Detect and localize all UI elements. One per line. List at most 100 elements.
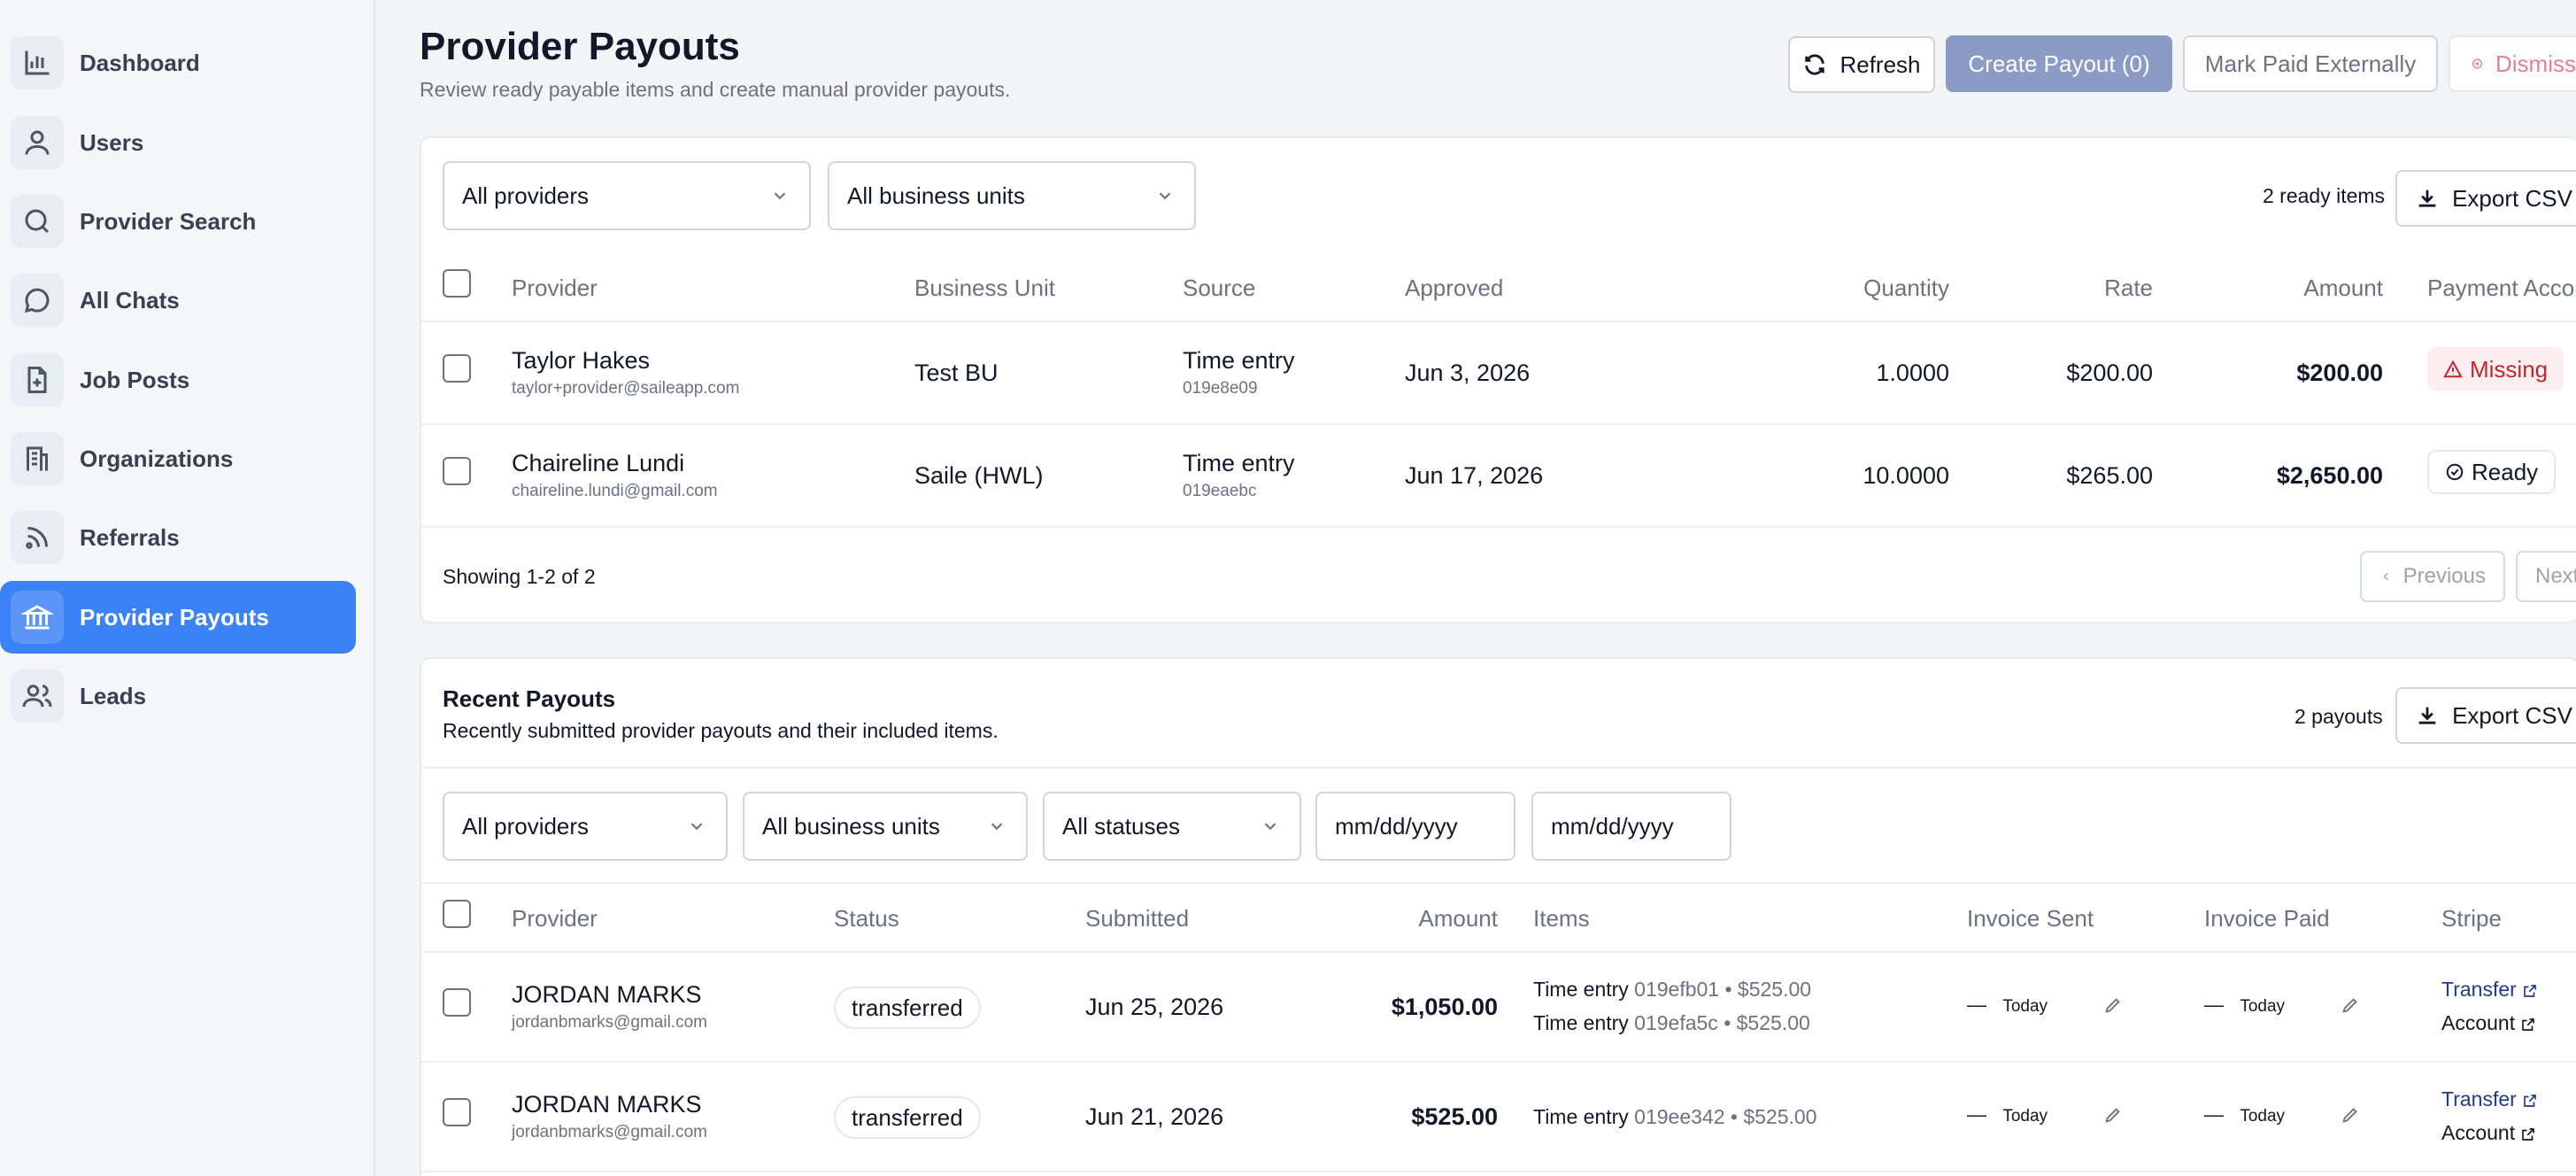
sidebar-item-label: Referrals — [80, 523, 180, 551]
create-payout-label: Create Payout (0) — [1968, 50, 2150, 77]
dismiss-button[interactable]: Dismiss — [2449, 35, 2576, 92]
ready-count: 2 ready items — [2263, 184, 2386, 207]
col-invoice-sent[interactable]: Invoice Sent — [1967, 905, 2094, 932]
chevron-down-icon — [690, 823, 703, 831]
sidebar-item-provider-payouts[interactable]: Provider Payouts — [0, 581, 356, 654]
provider-name: Taylor Hakes — [512, 347, 651, 374]
sidebar-item-label: Provider Payouts — [80, 603, 269, 631]
date-from-input[interactable]: mm/dd/yyyy — [1315, 792, 1516, 861]
row-checkbox[interactable] — [443, 354, 471, 383]
item-detail: 019efb01 • $525.00 — [1634, 978, 1812, 1001]
col-source[interactable]: Source — [1183, 275, 1256, 301]
col-submitted[interactable]: Submitted — [1085, 905, 1190, 932]
quantity: 10.0000 — [1863, 462, 1949, 489]
next-page-button[interactable]: Next — [2516, 551, 2576, 602]
divider — [421, 1171, 2576, 1172]
col-provider[interactable]: Provider — [512, 275, 598, 301]
source: Time entry — [1183, 347, 1295, 374]
stripe-transfer-link[interactable]: Transfer — [2441, 978, 2538, 1002]
pencil-icon[interactable] — [2103, 1105, 2123, 1125]
sidebar-item-all-chats[interactable]: All Chats — [0, 264, 356, 337]
ready-export-csv-button[interactable]: Export CSV — [2395, 170, 2576, 227]
previous-page-button[interactable]: Previous — [2360, 551, 2505, 602]
stripe-account-link[interactable]: Account — [2441, 1121, 2536, 1145]
ready-items-card: All providers All business units 2 ready… — [420, 136, 2576, 623]
col-payment-account[interactable]: Payment Account — [2427, 275, 2576, 301]
pencil-icon[interactable] — [2103, 995, 2123, 1015]
source-id: 019eaebc — [1183, 482, 1257, 500]
col-rate[interactable]: Rate — [2104, 275, 2153, 301]
submitted-date: Jun 21, 2026 — [1085, 1103, 1224, 1130]
provider-email: jordanbmarks@gmail.com — [512, 1013, 707, 1032]
sidebar-item-label: Provider Search — [80, 207, 257, 235]
refresh-button[interactable]: Refresh — [1788, 36, 1935, 93]
provider-email: chaireline.lundi@gmail.com — [512, 482, 718, 500]
sidebar: Dashboard Users Provider Search All Chat… — [0, 0, 375, 1176]
recent-provider-filter[interactable]: All providers — [443, 792, 728, 861]
col-provider[interactable]: Provider — [512, 905, 598, 932]
row-checkbox[interactable] — [443, 988, 471, 1017]
sidebar-item-leads[interactable]: Leads — [0, 660, 356, 732]
row-checkbox[interactable] — [443, 1098, 471, 1126]
create-payout-button[interactable]: Create Payout (0) — [1946, 35, 2172, 92]
stripe-account-link[interactable]: Account — [2441, 1011, 2536, 1035]
sidebar-item-organizations[interactable]: Organizations — [0, 422, 356, 495]
ready-provider-filter[interactable]: All providers — [443, 161, 811, 230]
chevron-left-icon — [2383, 572, 2388, 581]
select-all-checkbox[interactable] — [443, 269, 471, 298]
select-all-checkbox[interactable] — [443, 900, 471, 928]
ready-business-unit-filter[interactable]: All business units — [828, 161, 1196, 230]
col-business-unit[interactable]: Business Unit — [914, 275, 1055, 301]
sidebar-item-provider-search[interactable]: Provider Search — [0, 185, 356, 258]
provider-email: taylor+provider@saileapp.com — [512, 379, 740, 398]
col-amount[interactable]: Amount — [2303, 275, 2383, 301]
status-badge: transferred — [834, 986, 981, 1029]
col-quantity[interactable]: Quantity — [1863, 275, 1949, 301]
invoice-paid-date: Today — [2240, 997, 2286, 1016]
sidebar-item-dashboard[interactable]: Dashboard — [0, 27, 356, 99]
sidebar-item-referrals[interactable]: Referrals — [0, 501, 356, 574]
item-label: Time entry — [1533, 978, 1629, 1001]
row-checkbox[interactable] — [443, 457, 471, 485]
refresh-label: Refresh — [1839, 50, 1921, 78]
sidebar-item-users[interactable]: Users — [0, 106, 356, 179]
external-link-icon — [2523, 985, 2536, 997]
amount: $1,050.00 — [1391, 994, 1498, 1020]
invoice-paid-dash: — — [2204, 994, 2224, 1016]
pencil-icon[interactable] — [2341, 1105, 2360, 1125]
mark-paid-externally-button[interactable]: Mark Paid Externally — [2183, 35, 2438, 92]
ready-provider-filter-value: All providers — [462, 182, 590, 209]
item-detail: 019efa5c • $525.00 — [1634, 1011, 1810, 1034]
date-from-placeholder: mm/dd/yyyy — [1335, 812, 1458, 839]
status-badge: transferred — [834, 1096, 981, 1139]
stripe-transfer-link[interactable]: Transfer — [2441, 1087, 2538, 1111]
business-unit: Test BU — [914, 360, 999, 386]
status-label: Missing — [2470, 355, 2549, 383]
col-invoice-paid[interactable]: Invoice Paid — [2204, 905, 2330, 932]
col-amount[interactable]: Amount — [1418, 905, 1498, 932]
invoice-sent-value: — Today — [1967, 1103, 2048, 1126]
col-approved[interactable]: Approved — [1405, 275, 1504, 301]
date-to-placeholder: mm/dd/yyyy — [1551, 812, 1674, 839]
warning-triangle-icon — [2443, 360, 2463, 378]
sidebar-item-label: Leads — [80, 682, 147, 709]
amount: $2,650.00 — [2276, 462, 2383, 489]
bar-chart-icon — [11, 36, 64, 89]
recent-business-unit-filter[interactable]: All business units — [743, 792, 1028, 861]
source: Time entry — [1183, 450, 1295, 476]
date-to-input[interactable]: mm/dd/yyyy — [1531, 792, 1731, 861]
col-status[interactable]: Status — [834, 905, 899, 932]
external-link-icon — [2522, 1018, 2534, 1031]
item-label: Time entry — [1533, 1011, 1629, 1034]
recent-status-filter[interactable]: All statuses — [1043, 792, 1301, 861]
sidebar-item-label: Users — [80, 128, 144, 156]
external-link-icon — [2522, 1128, 2534, 1141]
sidebar-item-job-posts[interactable]: Job Posts — [0, 344, 356, 416]
recent-export-csv-button[interactable]: Export CSV — [2395, 687, 2576, 744]
col-stripe[interactable]: Stripe — [2441, 905, 2502, 932]
chevron-down-icon — [1264, 823, 1276, 831]
pencil-icon[interactable] — [2341, 995, 2360, 1015]
amount: $525.00 — [1411, 1103, 1498, 1130]
col-items[interactable]: Items — [1533, 905, 1590, 932]
building-icon — [11, 432, 64, 485]
